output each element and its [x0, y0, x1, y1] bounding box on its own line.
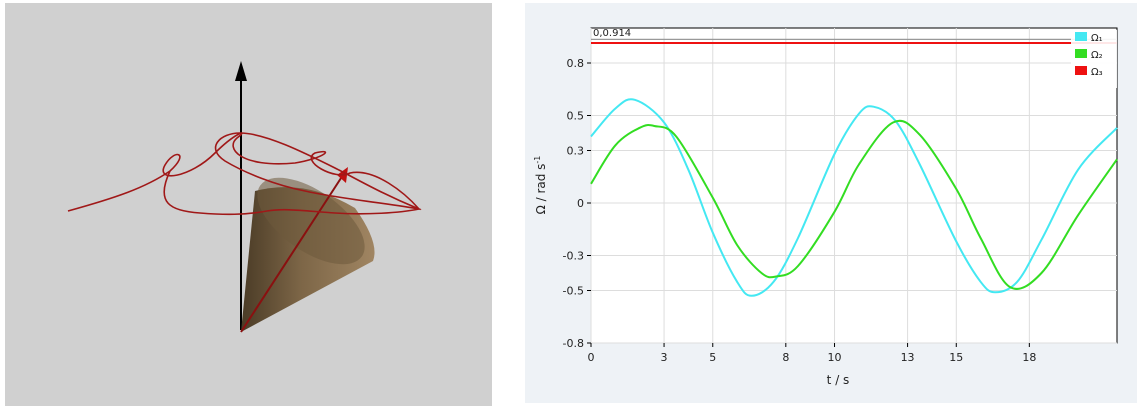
gyroscope-3d-scene [67, 61, 422, 333]
x-tick-label: 5 [709, 351, 716, 364]
x-tick-label: 13 [901, 351, 915, 364]
x-tick-label: 8 [782, 351, 789, 364]
y-tick-label: 0.5 [567, 110, 585, 123]
legend-swatch-omega-1 [1075, 32, 1087, 41]
legend-label-omega-3: Ω₃ [1091, 67, 1103, 78]
legend-swatch-omega-2 [1075, 49, 1087, 58]
nutation-trace [67, 132, 422, 216]
legend-label-omega-1: Ω₁ [1091, 33, 1103, 44]
x-tick-label: 15 [949, 351, 963, 364]
x-tick-label: 18 [1022, 351, 1036, 364]
x-tick-label: 10 [828, 351, 842, 364]
legend-label-omega-2: Ω₂ [1091, 50, 1103, 61]
cone-symmetry-axis [240, 174, 344, 333]
chart-svg: 0 3 5 8 10 13 15 18 -0.8 -0.5 -0.3 0 0.3 0.5 0.8 0,0.9… [533, 27, 1118, 387]
coordinate-readout: 0,0.914 [593, 28, 631, 39]
angular-velocity-plot: 0 3 5 8 10 13 15 18 -0.8 -0.5 -0.3 0 0.3 0.5 0.8 0,0.9… [525, 3, 1137, 403]
y-tick-label: -0.8 [563, 337, 584, 350]
plot-area [590, 27, 1118, 344]
x-tick-label: 3 [661, 351, 668, 364]
vertical-axis-arrowhead [235, 61, 247, 81]
cone-top-face [257, 177, 365, 265]
y-tick-label: 0.8 [567, 57, 585, 70]
y-axis-label: Ω / rad s-1 [533, 156, 548, 215]
series-line-omega-2 [590, 119, 1118, 290]
y-tick-label: 0.3 [567, 145, 585, 158]
y-axis-label-main: Ω / rad s [534, 164, 548, 215]
y-tick-label: 0 [577, 197, 584, 210]
y-axis-label-superscript: -1 [533, 156, 542, 164]
gyroscope-3d-view[interactable] [5, 3, 492, 406]
legend-swatch-omega-3 [1075, 66, 1087, 75]
x-tick-label: 0 [588, 351, 595, 364]
legend: Ω₁ Ω₂ Ω₃ [1071, 30, 1117, 88]
y-tick-label: -0.3 [563, 250, 584, 263]
y-tick-label: -0.5 [563, 285, 584, 298]
x-axis-label: t / s [827, 373, 850, 387]
series-line-omega-1 [590, 98, 1118, 297]
